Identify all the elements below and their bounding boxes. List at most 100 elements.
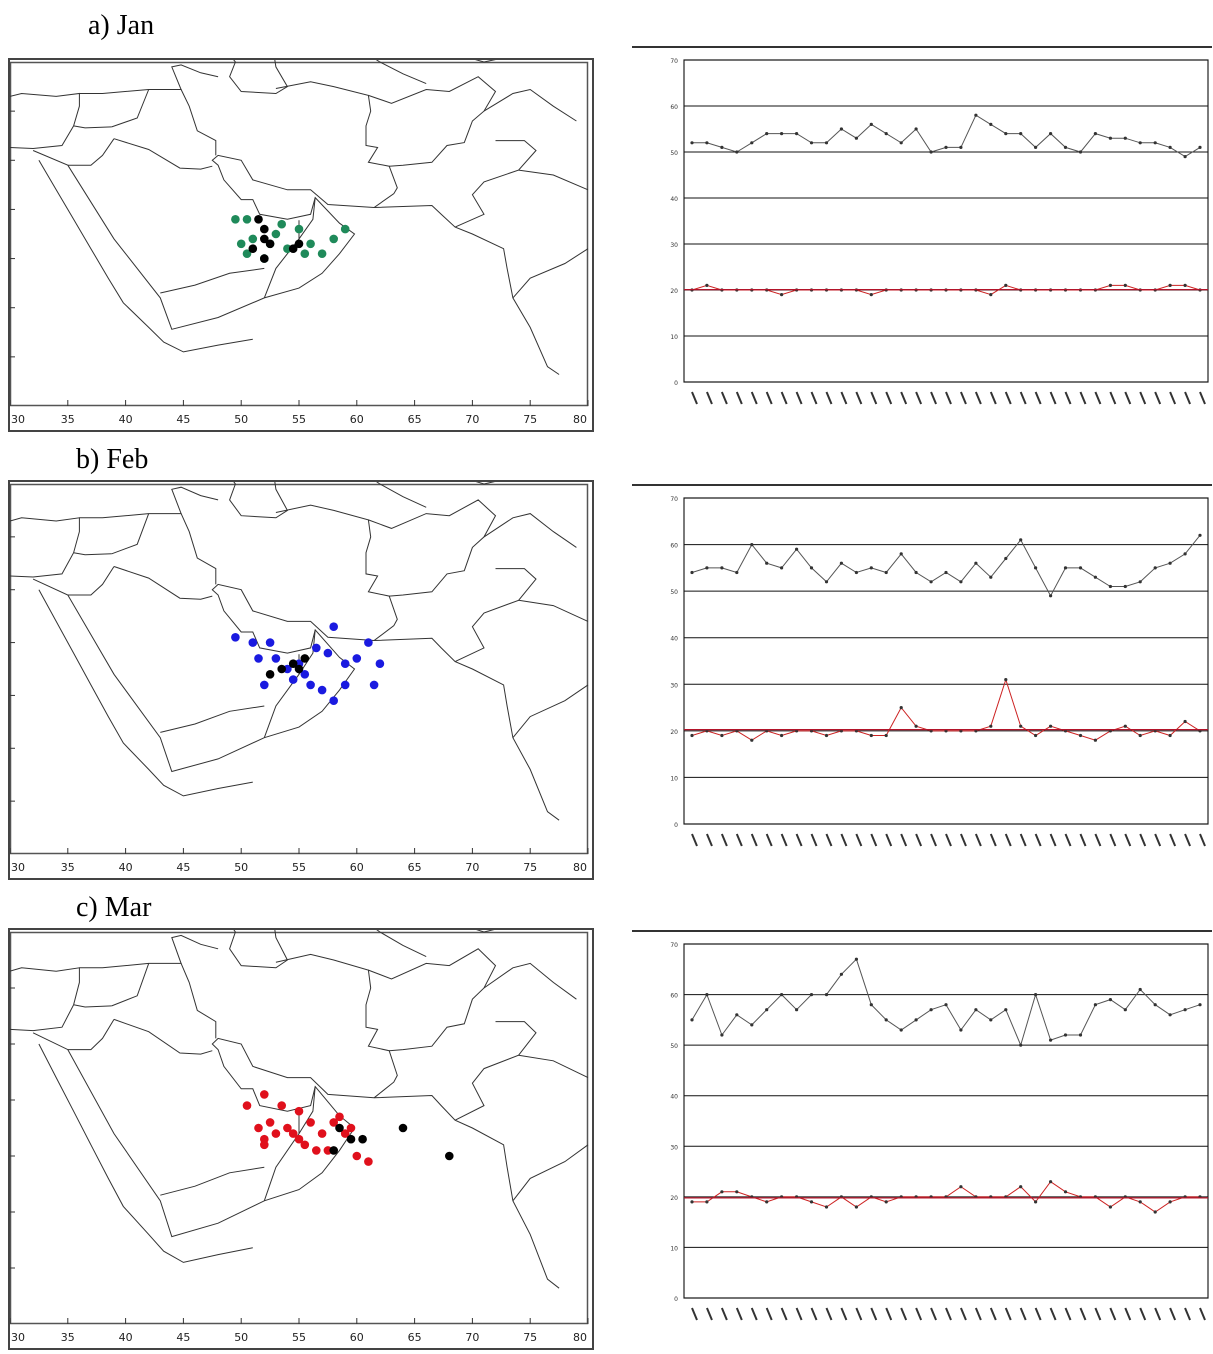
ts-point — [1168, 561, 1172, 565]
ts-point — [1153, 1003, 1157, 1007]
map-border-line — [79, 64, 219, 94]
ts-x-tick-mark — [735, 1307, 743, 1321]
map-point — [358, 1134, 367, 1144]
map-x-tick-label: 35 — [61, 413, 75, 426]
ts-point — [854, 957, 858, 961]
ts-x-tick-mark — [1004, 833, 1012, 847]
map-svg-feb: 30 35 40 45 50 55 60 65 70 75 80 — [10, 482, 589, 874]
ts-point — [720, 1190, 724, 1194]
ts-x-tick-mark — [900, 833, 908, 847]
ts-point — [914, 724, 918, 728]
ts-point — [1078, 566, 1083, 570]
ts-x-tick-mark — [974, 1307, 982, 1321]
ts-x-tick-mark — [1094, 833, 1102, 847]
map-x-tick-label: 60 — [350, 1331, 364, 1344]
ts-y-tick-label: 40 — [670, 636, 678, 643]
ts-x-tick-mark — [900, 1307, 908, 1321]
ts-point — [705, 141, 709, 145]
map-point — [231, 633, 240, 642]
ts-point — [974, 1008, 978, 1012]
ts-point — [944, 570, 948, 575]
ts-y-tick-label: 50 — [670, 150, 678, 157]
ts-x-tick-mark — [1169, 1307, 1177, 1321]
ts-x-tick-mark — [945, 1307, 952, 1321]
map-point — [340, 659, 350, 668]
ts-y-tick-label: 20 — [670, 729, 678, 736]
ts-point — [1183, 155, 1187, 159]
map-border-line — [180, 513, 217, 585]
map-border-line — [111, 963, 150, 1007]
ts-point — [690, 570, 694, 575]
map-point — [445, 1151, 454, 1161]
panel-label-feb: b) Feb — [76, 444, 149, 475]
ts-point — [1168, 1013, 1172, 1017]
map-point — [294, 664, 304, 674]
ts-x-tick-mark — [765, 391, 773, 405]
ts-point — [809, 993, 814, 997]
ts-point — [1168, 1200, 1172, 1204]
ts-x-tick-mark — [855, 1307, 863, 1321]
map-point — [335, 1112, 344, 1122]
ts-x-tick-mark — [1199, 833, 1206, 847]
ts-x-tick-mark — [691, 391, 698, 405]
map-x-tick-label: 80 — [573, 861, 587, 874]
ts-point — [1078, 1033, 1083, 1037]
map-point — [352, 1151, 362, 1161]
ts-point — [1004, 1008, 1008, 1012]
ts-point — [780, 132, 784, 136]
map-border-line — [67, 566, 115, 596]
ts-x-tick-mark — [915, 391, 923, 405]
ts-point — [1063, 1033, 1068, 1037]
ts-x-tick-mark — [1154, 833, 1162, 847]
ts-point — [824, 993, 829, 997]
ts-point — [914, 127, 918, 131]
ts-x-tick-mark — [1019, 391, 1027, 405]
ts-point — [1168, 145, 1172, 149]
ts-point — [869, 566, 873, 570]
map-border-line — [475, 482, 495, 485]
ts-point — [690, 733, 694, 738]
map-border-line — [275, 504, 398, 641]
map-border-line — [368, 499, 497, 597]
ts-point — [929, 1008, 933, 1012]
map-point — [300, 670, 310, 679]
ts-point — [1004, 556, 1008, 561]
timeseries-jan: 0 10 20 30 40 50 60 70 — [632, 46, 1212, 434]
ts-point — [839, 561, 843, 565]
ts-point — [720, 145, 724, 149]
ts-svg-jan: 0 10 20 30 40 50 60 70 — [632, 46, 1212, 405]
ts-x-tick-mark — [810, 833, 818, 847]
ts-point — [809, 1200, 814, 1204]
ts-x-tick-mark — [1079, 833, 1087, 847]
ts-x-tick-mark — [750, 391, 758, 405]
ts-point — [735, 570, 739, 575]
ts-point — [705, 993, 709, 997]
map-x-tick-label: 30 — [11, 1331, 25, 1344]
map-point — [271, 654, 281, 663]
ts-point — [750, 141, 754, 145]
map-border-line — [512, 1144, 589, 1202]
ts-point — [1153, 141, 1157, 145]
ts-y-tick-label: 70 — [670, 942, 678, 949]
panel-label-mar: c) Mar — [76, 892, 152, 923]
ts-point — [899, 706, 903, 710]
map-point — [288, 659, 298, 668]
ts-point — [780, 993, 784, 997]
map-x-tick-label: 30 — [11, 861, 25, 874]
ts-point — [750, 543, 754, 547]
timeseries-feb: 0 10 20 30 40 50 60 70 — [632, 484, 1212, 876]
ts-point — [1123, 136, 1127, 140]
ts-point — [765, 1008, 769, 1012]
ts-point — [884, 1018, 888, 1022]
map-point — [306, 239, 315, 249]
ts-x-tick-mark — [1034, 391, 1042, 405]
ts-x-tick-mark — [1064, 1307, 1072, 1321]
ts-point — [989, 293, 993, 297]
map-jan: 30 35 40 45 50 55 60 65 70 75 80 — [8, 58, 594, 432]
map-point — [254, 654, 263, 663]
map-point — [306, 680, 315, 690]
ts-x-tick-mark — [1064, 833, 1072, 847]
ts-point — [1093, 1003, 1097, 1007]
map-x-tick-label: 80 — [573, 413, 587, 426]
ts-point — [1063, 1190, 1068, 1194]
